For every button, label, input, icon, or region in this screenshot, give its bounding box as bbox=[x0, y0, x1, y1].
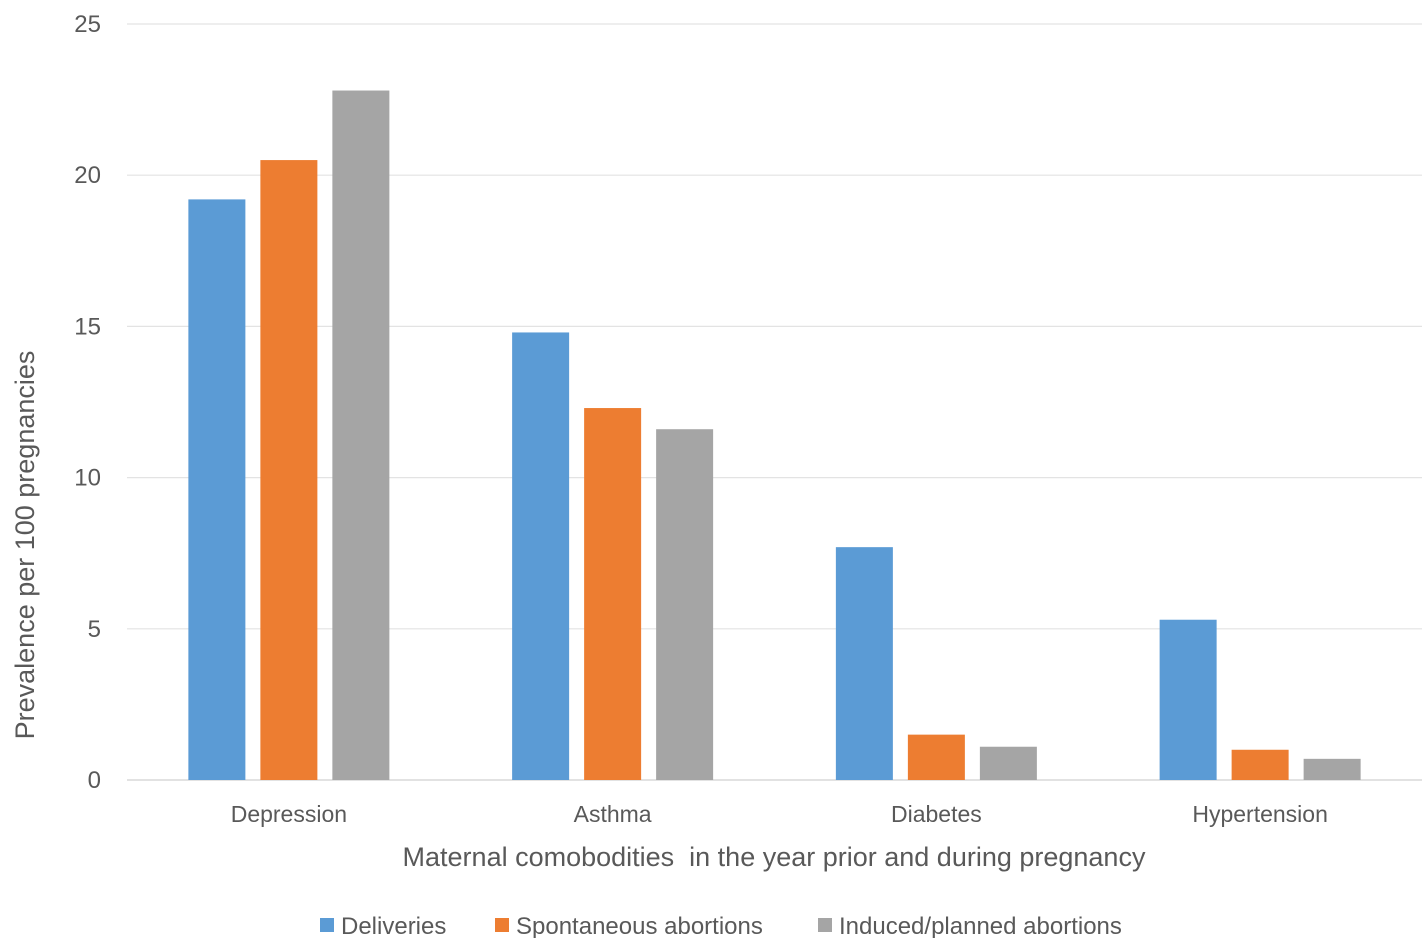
bar-asthma-induced-planned-abortions bbox=[656, 429, 714, 780]
bar-hypertension-spontaneous-abortions bbox=[1231, 749, 1289, 780]
gridlines bbox=[127, 23, 1422, 781]
legend: Deliveries Spontaneous abortions Induced/p… bbox=[320, 913, 1122, 938]
y-tick-label: 20 bbox=[74, 162, 101, 189]
legend-label: Induced/planned abortions bbox=[839, 913, 1122, 938]
legend-item: Induced/planned abortions bbox=[818, 913, 1122, 938]
bar-asthma-spontaneous-abortions bbox=[584, 408, 642, 780]
x-category-label: Diabetes bbox=[891, 801, 982, 827]
bar-hypertension-deliveries bbox=[1159, 619, 1217, 780]
y-axis-ticks: 0 5 10 15 20 25 bbox=[74, 11, 101, 794]
legend-swatch bbox=[320, 918, 334, 932]
y-tick-label: 25 bbox=[74, 11, 101, 38]
bar-diabetes-spontaneous-abortions bbox=[907, 734, 965, 780]
y-tick-label: 5 bbox=[88, 616, 101, 643]
legend-swatch bbox=[495, 918, 509, 932]
y-axis-title: Prevalence per 100 pregnancies bbox=[10, 351, 40, 740]
x-axis-categories: Depression Asthma Diabetes Hypertension bbox=[231, 801, 1328, 827]
x-axis-title: Maternal comobodities in the year prior … bbox=[403, 842, 1146, 872]
legend-item: Spontaneous abortions bbox=[495, 913, 763, 938]
bar-depression-induced-planned-abortions bbox=[332, 90, 390, 780]
bar-hypertension-induced-planned-abortions bbox=[1303, 758, 1361, 780]
bar-depression-spontaneous-abortions bbox=[260, 160, 318, 780]
x-category-label: Hypertension bbox=[1192, 801, 1328, 827]
legend-swatch bbox=[818, 918, 832, 932]
bars bbox=[188, 90, 1361, 781]
y-tick-label: 10 bbox=[74, 465, 101, 492]
x-category-label: Asthma bbox=[574, 801, 652, 827]
legend-item: Deliveries bbox=[320, 913, 446, 938]
bar-diabetes-induced-planned-abortions bbox=[979, 746, 1037, 780]
y-tick-label: 15 bbox=[74, 313, 101, 340]
y-tick-label: 0 bbox=[88, 767, 101, 794]
legend-label: Deliveries bbox=[341, 913, 446, 938]
x-category-label: Depression bbox=[231, 801, 347, 827]
bar-asthma-deliveries bbox=[512, 332, 570, 780]
bar-depression-deliveries bbox=[188, 199, 246, 781]
bar-diabetes-deliveries bbox=[835, 547, 893, 780]
legend-label: Spontaneous abortions bbox=[516, 913, 763, 938]
